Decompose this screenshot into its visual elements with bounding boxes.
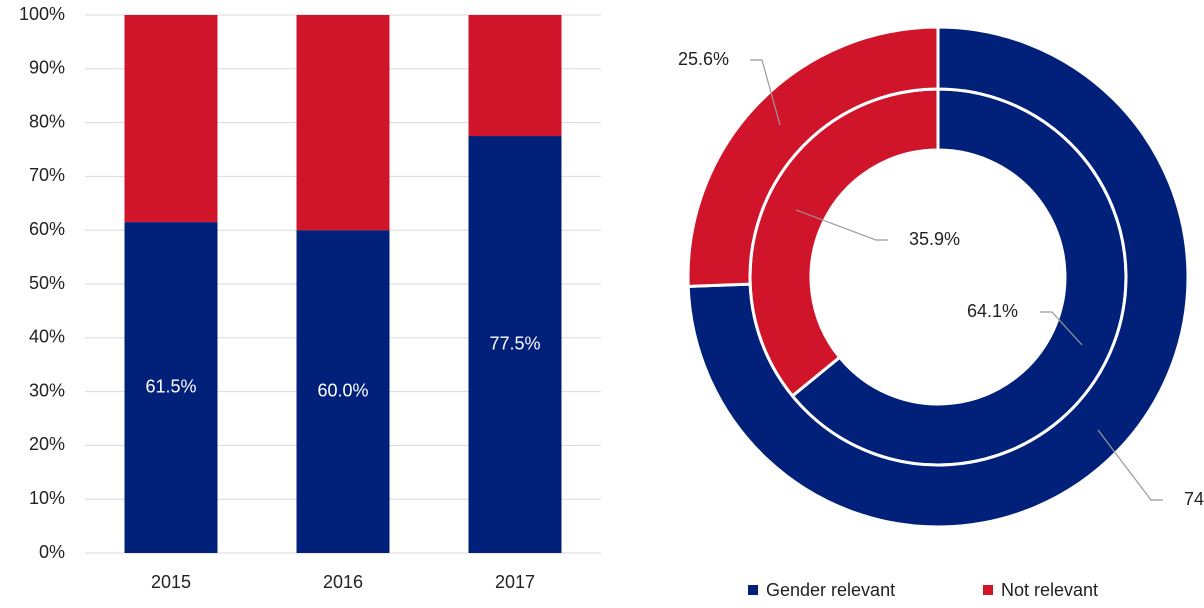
data-label: 77.5% (489, 333, 540, 353)
legend-swatch (748, 585, 758, 595)
y-tick-label: 40% (29, 327, 65, 347)
leader-line (750, 59, 781, 126)
y-tick-label: 70% (29, 165, 65, 185)
y-tick-label: 20% (29, 434, 65, 454)
bar-segment (124, 15, 218, 223)
leader-line (795, 209, 888, 241)
y-tick-label: 0% (39, 542, 65, 562)
y-tick-label: 100% (19, 4, 65, 24)
y-tick-label: 90% (29, 58, 65, 78)
bar-segment (296, 230, 390, 553)
x-tick-label: 2015 (151, 572, 191, 592)
leader-line (1040, 311, 1083, 346)
bar-segment (296, 15, 390, 231)
legend-label: Gender relevant (766, 580, 895, 600)
data-label: 61.5% (145, 376, 196, 396)
data-label: 74.4% (1184, 489, 1204, 509)
donut-segment (686, 25, 940, 288)
data-label: 60.0% (317, 380, 368, 400)
x-tick-label: 2017 (495, 572, 535, 592)
y-tick-label: 10% (29, 488, 65, 508)
y-tick-label: 80% (29, 111, 65, 131)
y-tick-label: 60% (29, 219, 65, 239)
data-label: 64.1% (967, 301, 1018, 321)
data-label: 25.6% (678, 49, 729, 69)
y-tick-label: 50% (29, 273, 65, 293)
leader-line (1097, 429, 1163, 501)
x-tick-label: 2016 (323, 572, 363, 592)
bar-segment (468, 136, 562, 554)
data-label: 35.9% (909, 229, 960, 249)
y-tick-label: 30% (29, 380, 65, 400)
bar-segment (468, 15, 562, 137)
legend-swatch (983, 585, 993, 595)
legend-label: Not relevant (1001, 580, 1098, 600)
donut-segment (686, 25, 1190, 529)
bar-segment (124, 222, 218, 553)
